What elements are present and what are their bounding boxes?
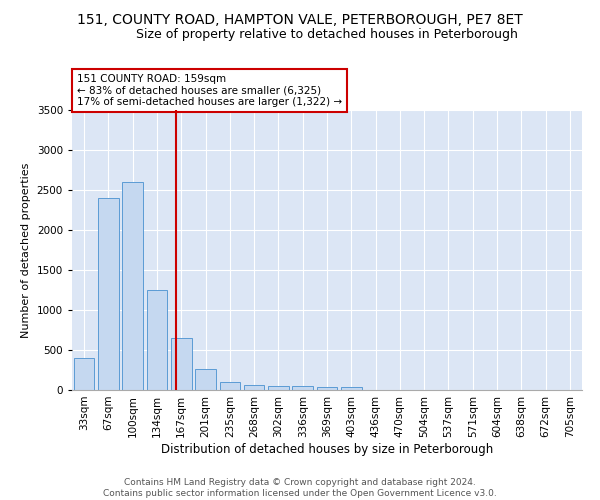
Bar	[317, 387, 337, 390]
Bar	[146, 290, 167, 390]
Bar	[74, 358, 94, 390]
Text: Contains HM Land Registry data © Crown copyright and database right 2024.
Contai: Contains HM Land Registry data © Crown c…	[103, 478, 497, 498]
Y-axis label: Number of detached properties: Number of detached properties	[21, 162, 31, 338]
Title: Size of property relative to detached houses in Peterborough: Size of property relative to detached ho…	[136, 28, 518, 41]
Text: 151, COUNTY ROAD, HAMPTON VALE, PETERBOROUGH, PE7 8ET: 151, COUNTY ROAD, HAMPTON VALE, PETERBOR…	[77, 12, 523, 26]
Bar	[341, 387, 362, 390]
Bar	[171, 338, 191, 390]
Bar	[195, 369, 216, 390]
Bar	[268, 386, 289, 390]
Bar	[98, 198, 119, 390]
X-axis label: Distribution of detached houses by size in Peterborough: Distribution of detached houses by size …	[161, 442, 493, 456]
Text: 151 COUNTY ROAD: 159sqm
← 83% of detached houses are smaller (6,325)
17% of semi: 151 COUNTY ROAD: 159sqm ← 83% of detache…	[77, 74, 342, 107]
Bar	[292, 386, 313, 390]
Bar	[220, 382, 240, 390]
Bar	[244, 385, 265, 390]
Bar	[122, 182, 143, 390]
